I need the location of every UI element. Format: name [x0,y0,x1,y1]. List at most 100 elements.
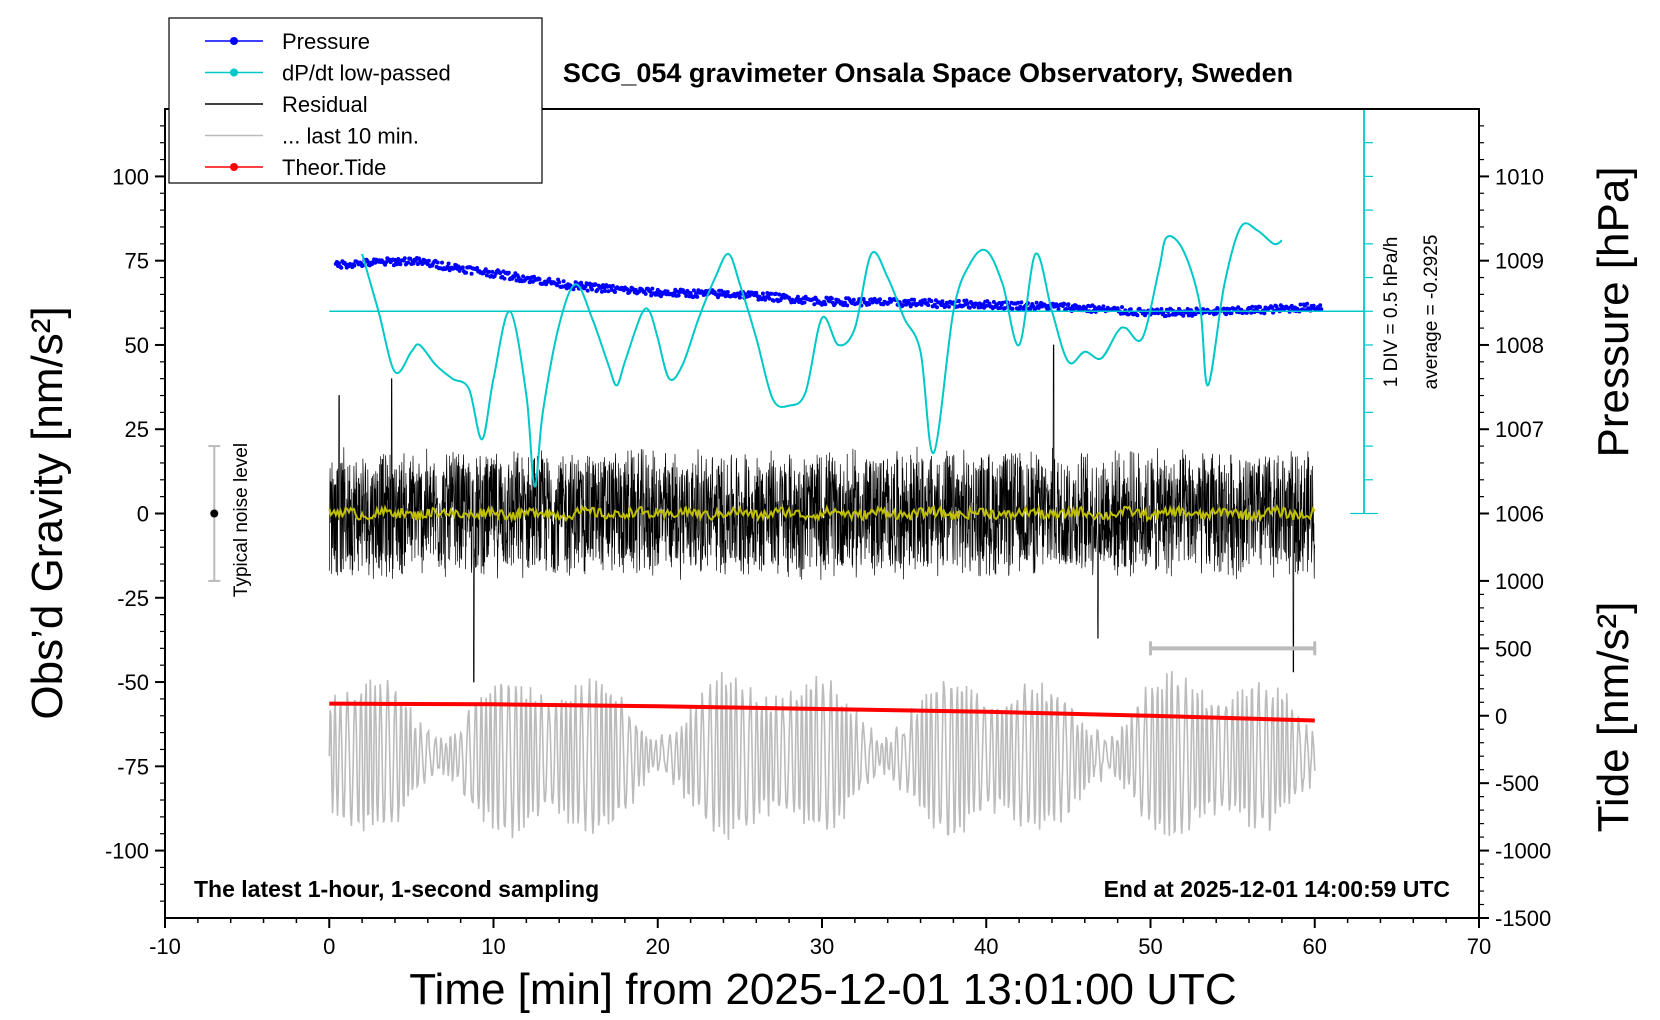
pressure-point [426,258,431,263]
axes-layer: -10 0 10 20 30 40 50 60 701007550250-25-50-75-10… [105,125,1551,959]
x-tick-label: 60 [1303,934,1327,959]
pressure-point [587,281,592,286]
pressure-point [475,266,480,270]
pressure-point [502,276,507,281]
pressure-point [878,297,882,302]
pressure-point [1227,307,1232,312]
y-left-tick-label: -50 [117,670,149,695]
pressure-point [606,289,611,294]
pressure-point [956,299,961,303]
pressure-point [452,266,457,271]
pressure-point [1298,302,1303,307]
pressure-point [812,302,817,307]
pressure-point [464,270,469,275]
pressure-point [684,294,689,298]
pressure-point [446,261,451,266]
y-left-tick-label: -100 [105,839,149,864]
pressure-point [929,299,934,304]
x-tick-label: 40 [974,934,998,959]
pressure-point [926,303,931,308]
tide-tick-label: 500 [1495,636,1532,661]
pressure-point [490,269,495,274]
legend-label: dP/dt low-passed [282,61,451,86]
pressure-tick-label: 1010 [1495,164,1544,189]
pressure-point [1167,313,1172,318]
tide-tick-label: 1000 [1495,569,1544,594]
pressure-point [827,299,832,304]
y-left-tick-label: 100 [112,164,149,189]
pressure-point [598,285,603,290]
pressure-point [610,283,615,288]
y-left-tick-label: 25 [125,417,149,442]
y-left-tick-label: 75 [125,249,149,274]
dpdt-line [361,222,1283,488]
legend: Pressure dP/dt low-passed Residual ... last… [168,17,543,184]
pressure-point [1135,313,1140,318]
pressure-point [919,302,924,307]
legend-box [168,17,543,184]
x-axis-label: Time [min] from 2025-12-01 13:01:00 UTC [409,965,1236,1014]
pressure-point [415,262,420,267]
y-left-tick-label: -25 [117,586,149,611]
pressure-point [737,295,742,300]
pressure-point [583,284,588,289]
pressure-point [1120,305,1124,310]
pressure-point [769,291,774,296]
pressure-point [585,288,590,293]
tide-tick-label: 0 [1495,704,1507,729]
pressure-point [719,288,724,293]
pressure-point [935,305,939,310]
pressure-point [998,305,1003,310]
pressure-point [1319,307,1324,312]
pressure-point [521,274,526,279]
pressure-point [1175,311,1180,316]
pressure-point [779,296,784,301]
pressure-point [506,270,511,275]
pressure-point [802,300,807,305]
pressure-point [1250,304,1255,309]
pressure-point [1300,307,1305,312]
pressure-point [771,298,776,303]
pressure-point [527,280,532,285]
pressure-point [981,302,985,307]
legend-label: Theor.Tide [282,155,386,180]
pressure-point [965,301,970,306]
pressure-point [555,283,559,288]
pressure-point [1101,304,1106,309]
pressure-tick-label: 1006 [1495,502,1544,527]
pressure-point [1318,303,1323,308]
pressure-point [676,293,681,298]
pressure-point [593,282,598,287]
pressure-tick-label: 1007 [1495,417,1544,442]
pressure-point [1010,306,1015,311]
pressure-point [365,259,370,264]
pressure-point [688,291,693,295]
pressure-point [595,287,600,292]
pressure-point [1163,314,1168,318]
residual-line [328,344,1316,683]
pressure-point [904,302,909,307]
legend-marker [230,68,238,77]
pressure-point [411,261,416,266]
pressure-point [767,296,772,301]
pressure-point [1311,303,1316,308]
pressure-point [760,291,765,296]
pressure-point [991,300,996,304]
pressure-point [694,291,699,296]
x-tick-label: 0 [323,934,335,959]
chart-title: SCG_054 gravimeter Onsala Space Observat… [563,58,1293,88]
x-tick-label: 30 [810,934,834,959]
pressure-point [1181,313,1186,318]
pressure-point [1002,306,1007,311]
pressure-point [987,301,992,306]
pressure-point [695,294,700,299]
theoretical-tide-line [329,701,1315,723]
pressure-tick-label: 1008 [1495,333,1544,358]
dpdt-average-label: average = -0.2925 [1421,235,1442,390]
pressure-point [352,263,357,268]
pressure-point [435,260,440,265]
pressure-point [947,304,951,309]
legend-marker [230,37,238,45]
pressure-point [1229,311,1234,316]
